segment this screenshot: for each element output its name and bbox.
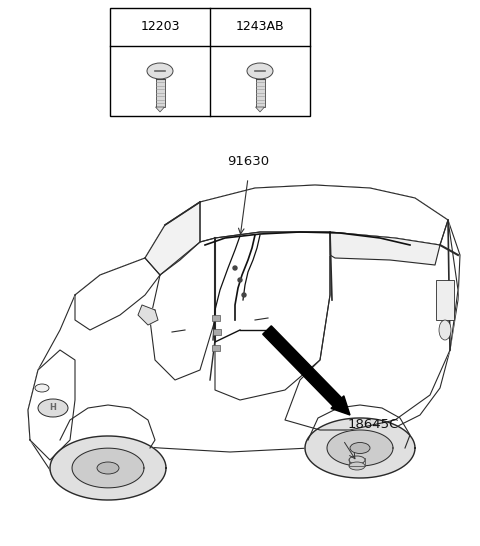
Circle shape [233, 266, 237, 270]
Polygon shape [50, 436, 166, 500]
Bar [213, 329, 221, 335]
Bar [212, 345, 220, 351]
Polygon shape [138, 305, 158, 325]
Circle shape [238, 278, 242, 282]
Ellipse shape [38, 399, 68, 417]
Ellipse shape [350, 442, 370, 454]
Polygon shape [255, 107, 264, 112]
Ellipse shape [147, 63, 173, 79]
Text: H: H [49, 403, 57, 412]
Polygon shape [330, 232, 440, 265]
Ellipse shape [349, 462, 365, 470]
Text: 91630: 91630 [227, 155, 269, 168]
Polygon shape [72, 448, 144, 488]
Ellipse shape [35, 384, 49, 392]
Ellipse shape [439, 320, 451, 340]
Polygon shape [285, 220, 458, 430]
Bar [436, 280, 454, 320]
Polygon shape [200, 185, 448, 245]
Polygon shape [145, 202, 200, 275]
Polygon shape [327, 430, 393, 466]
Polygon shape [305, 418, 415, 478]
Text: 18645C: 18645C [348, 418, 399, 431]
Polygon shape [28, 185, 460, 470]
Polygon shape [28, 350, 75, 460]
Bar [156, 79, 165, 107]
Ellipse shape [349, 456, 365, 464]
Ellipse shape [247, 63, 273, 79]
FancyArrow shape [263, 326, 350, 415]
Circle shape [242, 293, 246, 297]
Ellipse shape [97, 462, 119, 474]
Polygon shape [75, 258, 160, 330]
Text: 12203: 12203 [140, 21, 180, 33]
Bar [110, 8, 310, 116]
Polygon shape [156, 107, 165, 112]
Text: 1243AB: 1243AB [236, 21, 284, 33]
Bar [255, 79, 264, 107]
Bar [212, 315, 220, 321]
